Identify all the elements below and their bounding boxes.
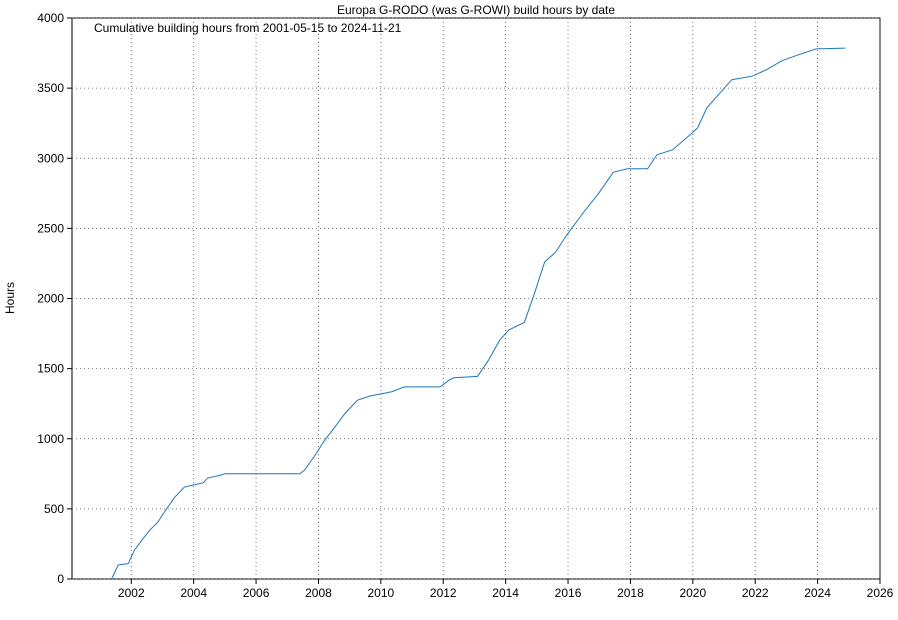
y-tick-label: 2000 — [37, 292, 64, 306]
x-tick-label: 2004 — [180, 586, 207, 600]
y-tick-label: 0 — [57, 572, 64, 586]
y-tick-label: 500 — [44, 502, 64, 516]
y-tick-label: 1500 — [37, 362, 64, 376]
x-tick-label: 2008 — [305, 586, 332, 600]
x-tick-label: 2016 — [555, 586, 582, 600]
x-tick-label: 2012 — [430, 586, 457, 600]
x-tick-label: 2020 — [679, 586, 706, 600]
x-tick-label: 2018 — [617, 586, 644, 600]
x-tick-label: 2022 — [742, 586, 769, 600]
data-line — [111, 47, 846, 580]
x-tick-label: 2024 — [804, 586, 831, 600]
x-tick-label: 2002 — [118, 586, 145, 600]
x-tick-label: 2006 — [243, 586, 270, 600]
x-tick-label: 2014 — [492, 586, 519, 600]
y-tick-label: 3500 — [37, 81, 64, 95]
y-tick-label: 2500 — [37, 221, 64, 235]
annotation: Cumulative building hours from 2001-05-1… — [94, 21, 402, 35]
x-tick-label: 2010 — [367, 586, 394, 600]
x-tick-label: 2026 — [867, 586, 894, 600]
y-axis-label: Hours — [3, 282, 17, 314]
chart-title: Europa G-RODO (was G-ROWI) build hours b… — [337, 3, 615, 17]
y-tick-label: 3000 — [37, 151, 64, 165]
y-tick-label: 1000 — [37, 432, 64, 446]
y-tick-label: 4000 — [37, 11, 64, 25]
